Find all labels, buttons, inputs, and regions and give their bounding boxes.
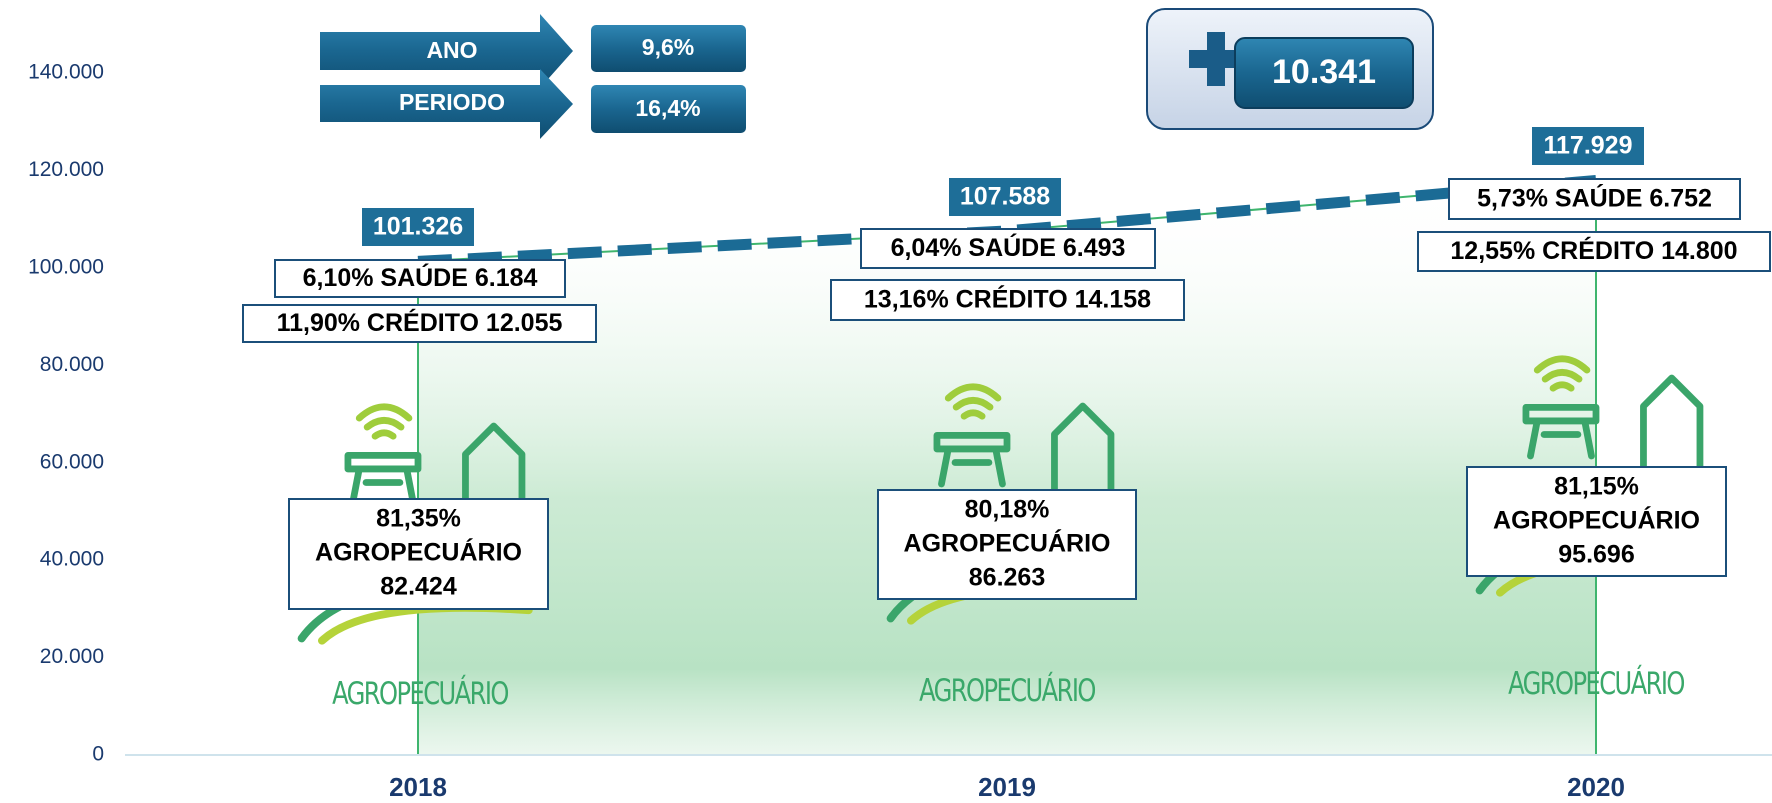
value-label: 117.929 (1544, 132, 1633, 160)
credito-label: 13,16% CRÉDITO 14.158 (864, 285, 1151, 314)
value-label: 101.326 (373, 213, 463, 241)
x-tick-label: 2018 (389, 772, 447, 802)
difference-value: 10.341 (1272, 53, 1376, 91)
growth-label: PERIODO (399, 89, 505, 115)
growth-label: ANO (426, 37, 477, 63)
y-tick-label: 20.000 (40, 645, 104, 668)
agro-label: 81,35% (376, 505, 461, 533)
y-tick-label: 0 (92, 743, 104, 766)
icon-wifi (359, 407, 409, 436)
agro-label: 80,18% (965, 496, 1050, 524)
agro-label: 81,15% (1554, 473, 1639, 501)
value-label: 107.588 (960, 183, 1050, 211)
y-tick-label: 40.000 (40, 548, 104, 571)
logo-text: AGROPECUÁRIO (332, 674, 509, 712)
chart: AGROPECUÁRIO AGROPECUÁRIO AGROPECUÁRIO ANO… (0, 0, 1772, 803)
agro-label: AGROPECUÁRIO (1493, 506, 1700, 535)
difference-panel: 10.341 (1147, 9, 1433, 129)
y-tick-label: 100.000 (28, 255, 104, 278)
saude-label: 6,10% SAÚDE 6.184 (303, 262, 538, 292)
y-tick-label: 80.000 (40, 353, 104, 376)
logo-text: AGROPECUÁRIO (1508, 664, 1685, 702)
y-tick-label: 120.000 (28, 158, 104, 181)
y-tick-label: 140.000 (28, 61, 104, 84)
agro-label: 82.424 (380, 573, 457, 601)
growth-value: 16,4% (635, 95, 700, 121)
saude-label: 6,04% SAÚDE 6.493 (891, 232, 1126, 262)
credito-label: 12,55% CRÉDITO 14.800 (1450, 236, 1737, 265)
growth-value: 9,6% (642, 34, 694, 60)
agro-label: 95.696 (1558, 541, 1634, 569)
agro-label: AGROPECUÁRIO (904, 529, 1111, 558)
x-tick-label: 2019 (978, 772, 1036, 802)
agro-label: AGROPECUÁRIO (315, 538, 522, 567)
credito-label: 11,90% CRÉDITO 12.055 (277, 308, 563, 337)
saude-label: 5,73% SAÚDE 6.752 (1477, 183, 1712, 213)
icon-tower (348, 455, 418, 504)
y-tick-label: 60.000 (40, 450, 104, 473)
x-tick-label: 2020 (1567, 772, 1625, 802)
agro-label: 86.263 (969, 564, 1045, 592)
growth-panel: ANO PERIODO 9,6% 16,4% (320, 14, 746, 139)
logo-text: AGROPECUÁRIO (919, 671, 1096, 709)
